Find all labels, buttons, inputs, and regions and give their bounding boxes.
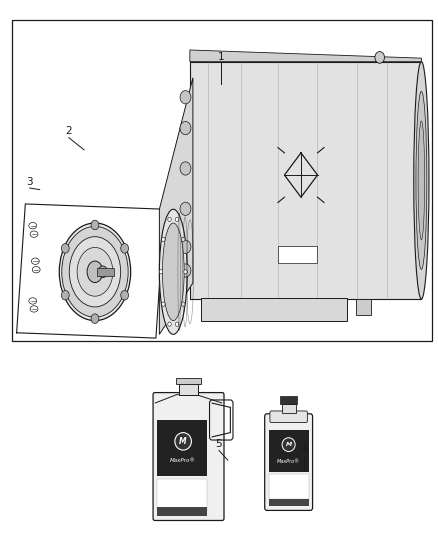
Bar — [157, 507, 208, 515]
Ellipse shape — [168, 322, 171, 326]
Bar — [157, 479, 208, 510]
Ellipse shape — [175, 322, 179, 326]
Ellipse shape — [91, 220, 99, 230]
Polygon shape — [190, 50, 421, 62]
Ellipse shape — [162, 302, 165, 306]
Bar — [278, 246, 317, 263]
Text: 5: 5 — [215, 439, 223, 449]
Ellipse shape — [159, 209, 187, 334]
Circle shape — [375, 52, 385, 63]
Text: 2: 2 — [66, 126, 72, 136]
Ellipse shape — [61, 244, 69, 253]
Ellipse shape — [159, 270, 163, 274]
Bar — [282, 404, 296, 413]
Ellipse shape — [168, 217, 171, 222]
Bar — [179, 384, 198, 395]
Bar — [190, 62, 421, 299]
Ellipse shape — [87, 261, 103, 282]
FancyBboxPatch shape — [265, 414, 313, 511]
Ellipse shape — [180, 202, 191, 215]
Ellipse shape — [175, 217, 179, 222]
Ellipse shape — [180, 162, 191, 175]
Ellipse shape — [282, 438, 295, 451]
Ellipse shape — [162, 237, 165, 241]
Ellipse shape — [181, 237, 185, 241]
Ellipse shape — [59, 223, 131, 320]
Text: MaxPro®: MaxPro® — [277, 459, 300, 464]
Bar — [177, 378, 201, 384]
Text: 1: 1 — [218, 52, 225, 62]
Ellipse shape — [91, 314, 99, 324]
Ellipse shape — [162, 223, 184, 321]
Bar — [97, 268, 114, 276]
Bar — [268, 499, 309, 505]
Text: M: M — [286, 442, 292, 447]
Ellipse shape — [184, 270, 187, 274]
Ellipse shape — [62, 227, 128, 317]
Bar — [201, 298, 347, 321]
Ellipse shape — [416, 91, 427, 269]
Ellipse shape — [121, 290, 128, 300]
Ellipse shape — [61, 290, 69, 300]
Ellipse shape — [175, 433, 191, 450]
Bar — [268, 430, 309, 472]
Bar — [157, 420, 208, 476]
Polygon shape — [159, 78, 193, 334]
Text: MaxPro®: MaxPro® — [170, 458, 196, 463]
Bar — [356, 299, 371, 315]
Bar — [280, 397, 297, 404]
Ellipse shape — [98, 266, 108, 278]
Ellipse shape — [180, 264, 191, 277]
Ellipse shape — [180, 91, 191, 104]
Bar — [268, 474, 309, 499]
Ellipse shape — [180, 240, 191, 253]
FancyBboxPatch shape — [270, 411, 307, 423]
Text: M: M — [179, 437, 187, 446]
Bar — [12, 20, 432, 341]
Ellipse shape — [181, 302, 185, 306]
Ellipse shape — [418, 121, 425, 240]
Ellipse shape — [77, 247, 113, 296]
Ellipse shape — [121, 244, 128, 253]
FancyBboxPatch shape — [153, 393, 224, 521]
Ellipse shape — [180, 122, 191, 135]
Text: 4: 4 — [300, 445, 307, 455]
Text: 3: 3 — [26, 176, 33, 187]
Ellipse shape — [414, 62, 429, 299]
Ellipse shape — [69, 237, 120, 307]
